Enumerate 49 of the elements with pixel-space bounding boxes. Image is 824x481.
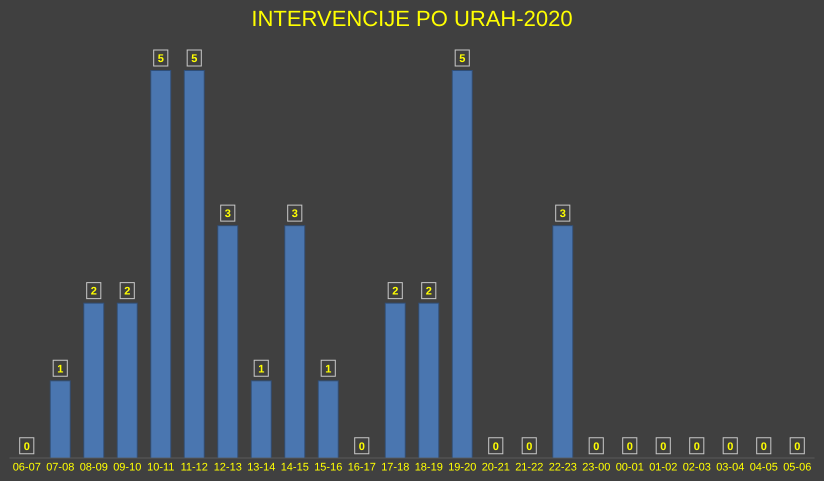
x-tick-label: 22-23: [548, 461, 577, 474]
data-label: 0: [626, 440, 633, 453]
data-label: 3: [224, 208, 231, 220]
data-label: 5: [459, 53, 466, 66]
data-label: 2: [90, 286, 97, 298]
data-label: 1: [325, 363, 332, 376]
chart-title: INTERVENCIJE PO URAH-2020: [250, 6, 574, 32]
x-tick-label: 23-00: [582, 461, 610, 474]
data-label: 1: [258, 363, 264, 376]
data-label: 0: [24, 440, 30, 453]
x-tick-label: 21-22: [515, 461, 544, 474]
data-label: 5: [191, 53, 198, 66]
x-tick-label: 15-16: [314, 461, 342, 474]
x-tick-label: 00-01: [616, 461, 644, 474]
data-label: 0: [727, 440, 734, 453]
data-label: 0: [526, 440, 532, 453]
data-label: 0: [694, 440, 700, 453]
data-label: 2: [392, 286, 398, 298]
data-label: 1: [57, 363, 64, 376]
x-tick-label: 18-19: [414, 461, 443, 474]
data-label: 0: [794, 440, 800, 453]
x-tick-label: 20-21: [482, 461, 510, 474]
data-label: 0: [660, 440, 666, 453]
data-label: 0: [593, 440, 600, 453]
data-label: 2: [426, 286, 432, 298]
data-label: 0: [358, 440, 365, 453]
x-tick-label: 01-02: [649, 461, 678, 474]
x-tick-label: 07-08: [46, 461, 74, 474]
data-label: 3: [560, 208, 566, 220]
x-tick-label: 12-13: [214, 461, 242, 474]
x-tick-label: 04-05: [750, 461, 778, 474]
x-tick-label: 14-15: [280, 461, 309, 474]
data-label: 3: [292, 208, 298, 220]
x-tick-label: 13-14: [247, 461, 276, 474]
x-tick-label: 06-07: [12, 461, 41, 474]
x-tick-label: 10-11: [147, 461, 174, 474]
data-label: 2: [124, 286, 130, 298]
x-tick-label: 16-17: [348, 461, 376, 474]
data-label: 0: [760, 440, 767, 453]
data-label: 0: [492, 440, 499, 453]
x-tick-label: 03-04: [716, 461, 744, 474]
x-tick-label: 08-09: [80, 461, 108, 474]
x-tick-label: 05-06: [783, 461, 812, 474]
x-tick-label: 19-20: [448, 461, 476, 474]
x-tick-label: 09-10: [113, 461, 142, 474]
x-tick-label: 11-12: [180, 461, 208, 474]
x-tick-label: 02-03: [682, 461, 711, 474]
x-tick-label: 17-18: [381, 461, 410, 474]
data-label: 5: [158, 53, 164, 66]
